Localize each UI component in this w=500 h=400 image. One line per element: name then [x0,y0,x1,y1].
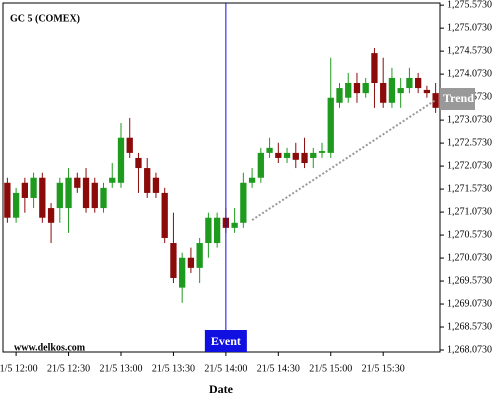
candle-body [30,177,37,198]
y-tick-label: 1,269.5730 [447,275,492,286]
candle-body [187,257,195,268]
trend-label: Trend [443,91,474,105]
candle-body [362,83,369,94]
candle-body [345,83,352,98]
event-box [204,330,247,352]
candle-body [336,88,343,103]
candle-body [406,77,413,89]
y-tick-label: 1,274.5730 [447,45,492,56]
x-tick-label: 21/5 12:00 [0,363,38,374]
candle-body [240,182,247,223]
y-tick-label: 1,273.0730 [447,114,492,125]
candle-body [318,151,326,153]
trend-label-box [440,88,475,111]
x-tick-label: 21/5 15:30 [362,363,405,374]
candle-body [292,152,299,160]
candle-body [353,83,361,94]
y-tick-label: 1,269.0730 [447,298,492,309]
y-tick-label: 1,275.0730 [447,22,492,33]
chart-title: GC 5 (COMEX) [10,13,80,24]
candle-body [126,137,133,153]
x-axis-title: Date [209,382,234,396]
candle-body [257,152,264,178]
candle-body [170,243,177,278]
candle-body [275,152,282,158]
y-tick-label: 1,275.5730 [447,0,492,10]
candle-body [135,157,142,169]
candle-body [161,192,168,238]
event-label: Event [211,334,241,348]
candle-body [179,257,186,288]
candle-body [82,177,90,209]
candle-body [388,77,396,103]
candle-body [100,187,107,209]
y-tick-label: 1,271.0730 [447,206,492,217]
x-tick-label: 21/5 15:00 [309,363,352,374]
candle-body [423,89,431,94]
candle-body [21,182,28,198]
candle-body [231,222,238,228]
candle-body [415,77,422,89]
x-tick-label: 21/5 12:30 [47,363,90,374]
candle-body [47,208,55,223]
candle-body [74,177,81,188]
candle-body [310,152,317,158]
candle-body [397,88,404,94]
y-tick-label: 1,268.5730 [447,321,492,332]
candle-body [56,182,63,209]
candle-body [380,83,387,103]
candle-body [301,152,308,164]
x-tick-label: 21/5 13:30 [152,363,195,374]
y-tick-label: 1,272.5730 [447,137,492,148]
candle-body [144,168,151,193]
candle-body [152,177,160,193]
x-tick-label: 21/5 13:00 [99,363,142,374]
candle-body [65,177,72,209]
y-tick-label: 1,270.0730 [447,252,492,263]
y-tick-label: 1,270.5730 [447,229,492,240]
candle-body [91,182,98,209]
candle-body [432,93,439,108]
candle-body [283,152,291,158]
trend-line [251,99,437,221]
candle-body [117,137,125,183]
y-tick-label: 1,274.0730 [447,68,492,79]
candle-body [213,217,221,244]
candle-body [12,192,20,218]
candle-body [109,177,116,183]
watermark: www.delkos.com [14,342,86,353]
candle-body [205,217,212,244]
candle-body [39,177,46,218]
y-tick-label: 1,268.0730 [447,344,492,355]
y-tick-label: 1,271.5730 [447,183,492,194]
plot-frame [2,2,441,353]
y-tick-label: 1,272.0730 [447,160,492,171]
candle-body [196,243,203,268]
candle-body [266,147,273,153]
candle-body [4,182,11,218]
x-tick-label: 21/5 14:00 [204,363,247,374]
candle-body [371,53,378,84]
candle-body [327,97,334,153]
candle-body [248,177,256,183]
x-tick-label: 21/5 14:30 [257,363,300,374]
